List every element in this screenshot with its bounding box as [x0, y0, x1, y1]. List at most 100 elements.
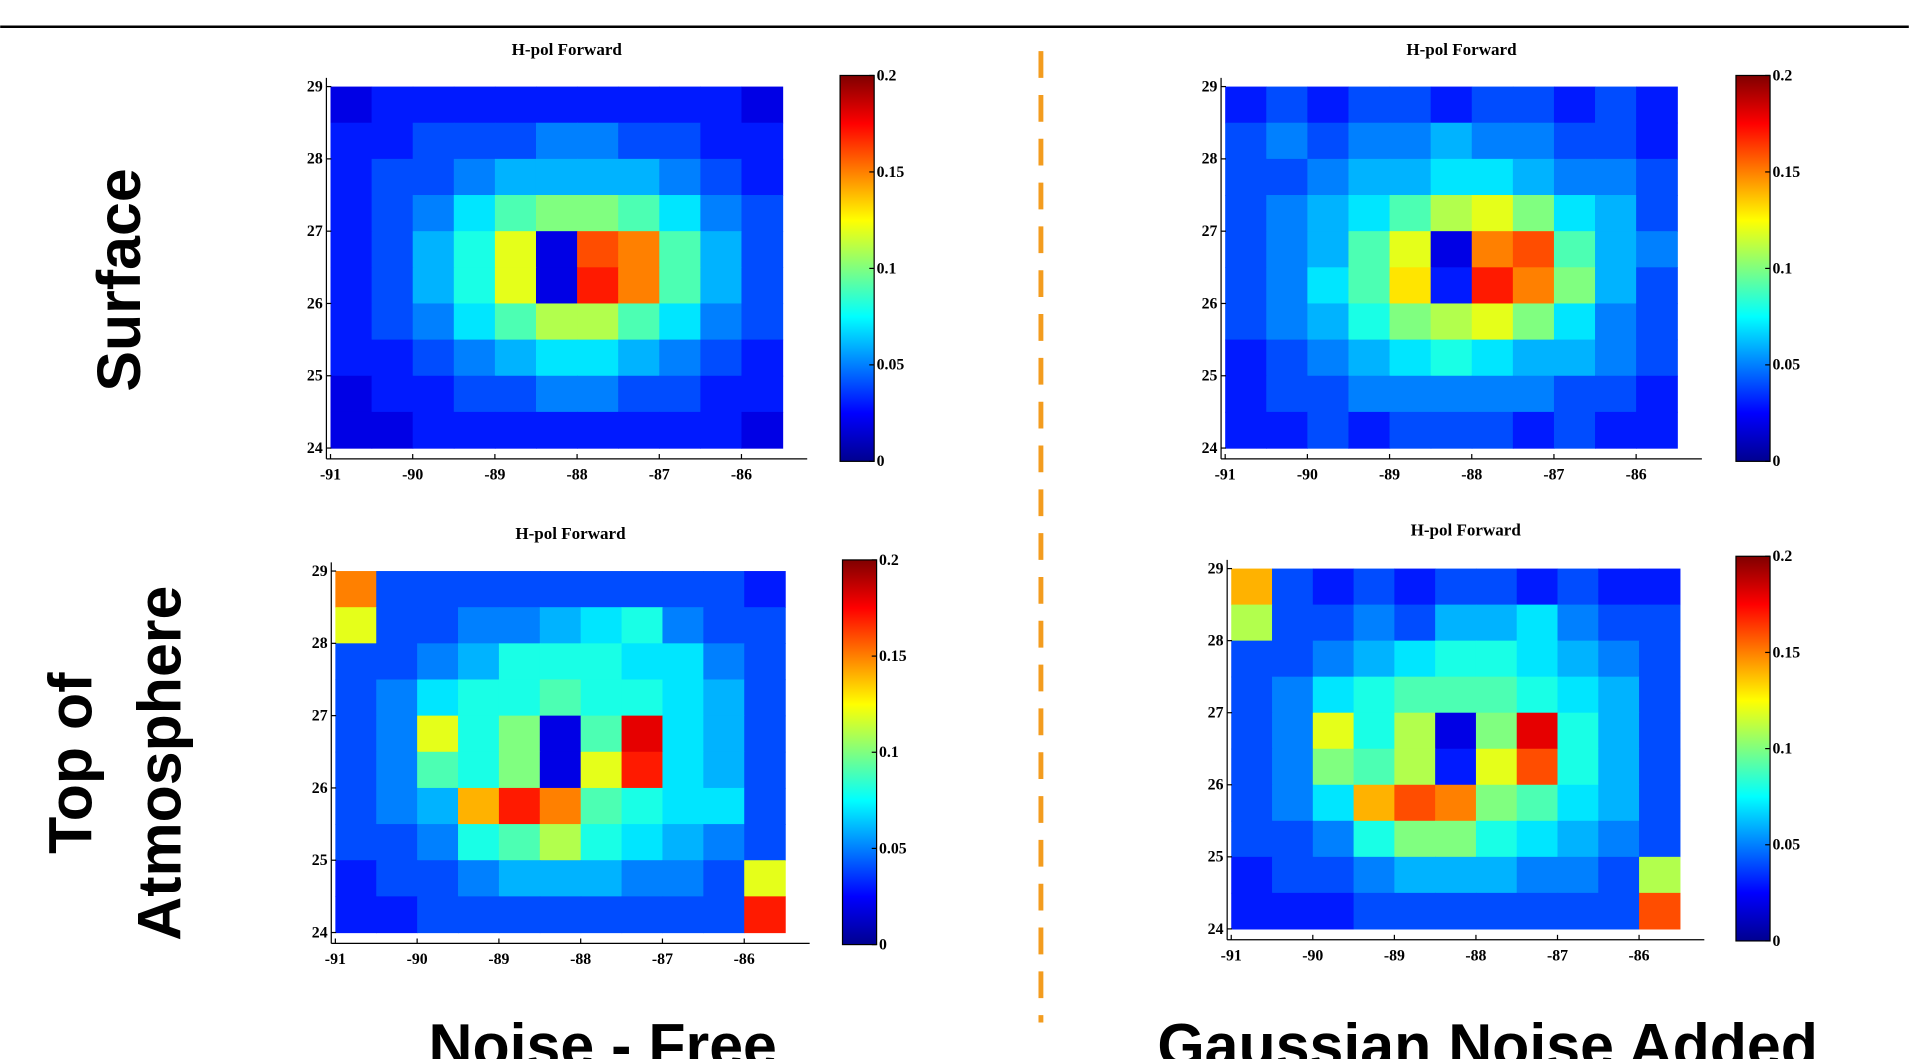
heat-cell [1598, 676, 1640, 714]
heat-cell [1266, 231, 1308, 268]
heat-cell [1516, 892, 1559, 930]
heat-cell [453, 122, 496, 160]
colorbar-tick-label: 0 [1772, 933, 1780, 950]
y-tick-label: 29 [1202, 78, 1218, 95]
heat-cell [1307, 411, 1350, 449]
heat-cell [659, 195, 701, 232]
heat-cell [1394, 568, 1436, 606]
heat-cell [1636, 158, 1678, 196]
heat-cell [741, 231, 784, 268]
heat-cell [1231, 712, 1273, 750]
heat-cell [1516, 712, 1559, 750]
heat-cell [1353, 712, 1395, 750]
heat-cell [703, 824, 745, 861]
heat-cell [498, 860, 541, 897]
heat-cell [1557, 820, 1599, 858]
x-tick-label: -86 [731, 467, 752, 484]
heat-cell [1389, 375, 1432, 413]
heat-cell [1553, 339, 1596, 377]
heat-cell [1598, 640, 1640, 678]
heat-cell [535, 122, 578, 160]
heat-cell [371, 303, 414, 341]
heat-cell [1312, 676, 1355, 714]
heat-cell [412, 195, 455, 232]
heat-cell [412, 267, 455, 305]
y-tick-label: 29 [307, 78, 323, 95]
x-tick-label: -90 [407, 951, 428, 968]
heat-cell [494, 122, 537, 160]
heat-cell [1231, 784, 1273, 822]
heat-cell [1231, 604, 1273, 642]
heat-cell [1430, 86, 1473, 124]
heat-cell [1225, 122, 1267, 160]
heat-cell [744, 824, 786, 861]
heat-cell [1475, 892, 1518, 930]
heat-cell [1307, 231, 1350, 268]
heat-cell [1225, 411, 1267, 449]
heat-cell [1435, 640, 1477, 678]
heat-cell [1307, 86, 1350, 124]
panel-title: H-pol Forward [515, 524, 626, 543]
heat-cell [700, 411, 743, 449]
heat-cell [1266, 86, 1308, 124]
heat-cell [1394, 784, 1436, 822]
heat-cell [1639, 856, 1681, 894]
heat-cell [453, 195, 496, 232]
heat-cell [700, 122, 743, 160]
heat-cell [1475, 820, 1518, 858]
y-tick-label: 28 [1202, 151, 1218, 168]
heat-cell [1272, 712, 1314, 750]
row-label: Surface [85, 168, 153, 391]
x-tick-label: -91 [325, 951, 346, 968]
heat-cell [498, 787, 541, 825]
y-tick-label: 24 [1208, 921, 1224, 938]
heat-cell [577, 122, 619, 160]
heat-cell [577, 411, 619, 449]
heat-cell [1348, 231, 1391, 268]
y-tick-label: 28 [312, 635, 328, 652]
heat-cell [1471, 411, 1514, 449]
heat-cell [662, 643, 704, 681]
heat-cell [1636, 231, 1678, 268]
heat-cell [741, 158, 784, 196]
heat-cell [371, 231, 414, 268]
heat-cell [700, 375, 743, 413]
heat-cell [577, 339, 619, 377]
heat-cell [1598, 604, 1640, 642]
heat-cell [412, 86, 455, 124]
x-tick-label: -87 [652, 951, 673, 968]
heat-cell [412, 158, 455, 196]
colorbar-tick-label: 0.1 [1772, 740, 1792, 757]
heat-cell [1475, 748, 1518, 786]
heat-cell [1516, 568, 1559, 606]
heat-cell [1225, 303, 1267, 341]
heat-cell [535, 195, 578, 232]
heat-cell [371, 86, 414, 124]
heat-cell [539, 571, 582, 608]
heat-cell [1312, 820, 1355, 858]
heat-cell [1430, 267, 1473, 305]
heat-cell [1312, 640, 1355, 678]
heat-cell [621, 896, 664, 934]
heat-cell [1225, 158, 1267, 196]
heat-cell [1512, 86, 1555, 124]
heat-cell [494, 303, 537, 341]
heat-cell [1394, 712, 1436, 750]
y-tick-label: 26 [1208, 777, 1224, 794]
heat-cell [453, 375, 496, 413]
colorbar-tick-label: 0.2 [879, 552, 899, 569]
heat-cell [1266, 195, 1308, 232]
heat-cell [703, 571, 745, 608]
colorbar-tick-label: 0.2 [1772, 67, 1792, 84]
heat-cell [1471, 267, 1514, 305]
heat-cell [1430, 411, 1473, 449]
heat-cell [330, 195, 373, 232]
heat-cell [371, 411, 414, 449]
heat-cell [494, 158, 537, 196]
x-tick-label: -89 [488, 951, 509, 968]
heat-cell [1553, 158, 1596, 196]
heat-cell [1639, 712, 1681, 750]
heat-cell [700, 231, 743, 268]
heat-cell [1430, 231, 1473, 268]
